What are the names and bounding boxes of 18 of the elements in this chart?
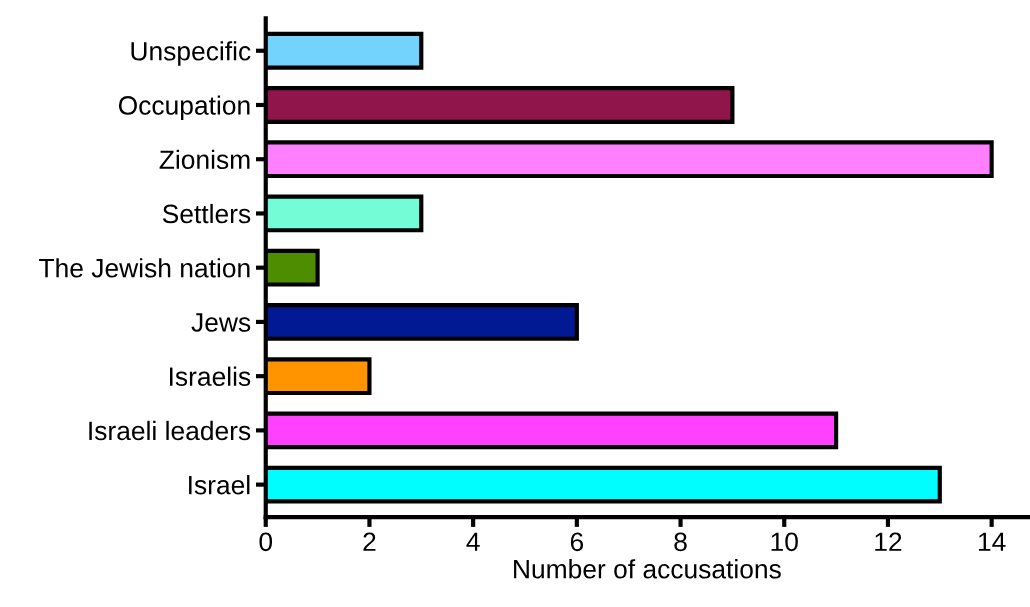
x-tick-label: 0 (259, 532, 273, 552)
y-tick-label: Jews (191, 313, 251, 332)
x-tick-label: 10 (771, 532, 798, 552)
y-tick-label: Unspecific (131, 41, 251, 66)
x-tick-label: 8 (674, 532, 687, 552)
y-tick-label: Israelis (170, 366, 251, 386)
y-tick-label: Israeli leaders (89, 420, 251, 441)
y-tick-label: Israel (189, 475, 250, 495)
x-tick-label: 4 (466, 532, 480, 551)
x-axis-title: Number of accusations (514, 559, 781, 579)
y-tick-label: The Jewish nation (39, 258, 250, 278)
y-tick-label: Occupation (118, 95, 250, 121)
y-tick-label: Settlers (162, 203, 251, 224)
x-tick-label: 2 (363, 532, 376, 551)
x-tick-label: 6 (570, 532, 584, 552)
y-tick-label: Zionism (159, 149, 250, 170)
x-tick-label: 12 (875, 532, 902, 551)
x-tick-label: 14 (978, 532, 1006, 551)
